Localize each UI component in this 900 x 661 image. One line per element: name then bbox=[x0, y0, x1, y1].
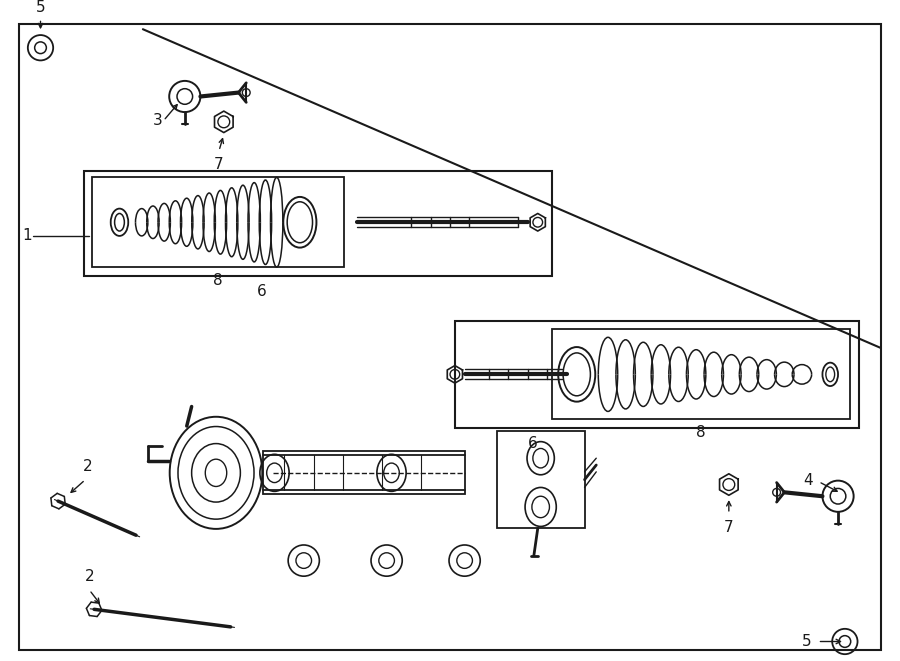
Text: 3: 3 bbox=[153, 114, 162, 128]
Bar bbox=[497, 431, 584, 528]
Text: 2: 2 bbox=[83, 459, 92, 474]
Text: 2: 2 bbox=[85, 569, 94, 584]
Bar bbox=[454, 321, 860, 428]
Bar bbox=[92, 177, 344, 267]
Text: 7: 7 bbox=[724, 520, 733, 535]
Text: 5: 5 bbox=[36, 0, 45, 15]
Text: 1: 1 bbox=[22, 229, 32, 243]
Text: 8: 8 bbox=[697, 426, 706, 440]
Text: 7: 7 bbox=[214, 157, 224, 172]
Text: 6: 6 bbox=[528, 436, 537, 451]
Text: 4: 4 bbox=[803, 473, 813, 488]
Text: 6: 6 bbox=[257, 284, 267, 299]
Text: 8: 8 bbox=[213, 273, 223, 288]
Bar bbox=[85, 171, 553, 276]
Bar bbox=[553, 329, 850, 419]
Bar bbox=[263, 451, 464, 494]
Text: 5: 5 bbox=[802, 634, 812, 649]
